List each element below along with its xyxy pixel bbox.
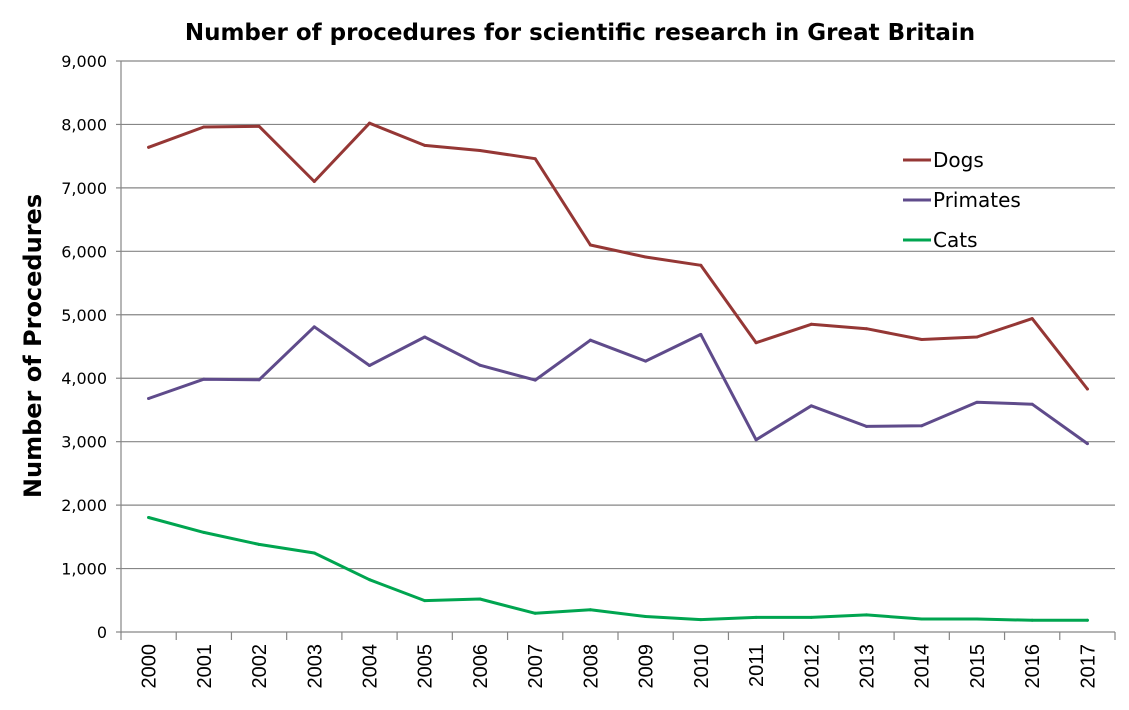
data-point-dogs bbox=[312, 180, 316, 184]
data-point-primates bbox=[478, 363, 482, 367]
data-point-cats bbox=[257, 542, 261, 546]
y-tick-label: 1,000 bbox=[61, 560, 107, 579]
x-tick-label: 2005 bbox=[415, 644, 437, 689]
y-tick-label: 5,000 bbox=[61, 306, 107, 325]
y-tick-label: 4,000 bbox=[61, 369, 107, 388]
series-line-dogs bbox=[147, 121, 1089, 391]
data-point-cats bbox=[478, 597, 482, 601]
legend-label-dogs: Dogs bbox=[933, 148, 984, 172]
data-point-primates bbox=[202, 377, 206, 381]
legend-label-cats: Cats bbox=[933, 228, 977, 252]
legend-item-primates: Primates bbox=[903, 188, 1021, 212]
data-point-primates bbox=[368, 364, 371, 368]
y-tick-label: 6,000 bbox=[61, 242, 107, 261]
data-point-primates bbox=[699, 332, 703, 336]
series-line-primates bbox=[147, 325, 1089, 446]
x-tick-label: 2008 bbox=[580, 644, 602, 689]
data-point-primates bbox=[588, 338, 592, 342]
data-point-dogs bbox=[147, 145, 151, 149]
data-point-cats bbox=[533, 611, 537, 615]
data-point-primates bbox=[644, 359, 648, 363]
data-point-primates bbox=[533, 378, 537, 382]
y-tick-label: 9,000 bbox=[61, 52, 107, 71]
data-point-cats bbox=[202, 530, 206, 534]
data-point-dogs bbox=[368, 121, 371, 125]
y-tick-label: 8,000 bbox=[61, 115, 107, 134]
x-axis-ticks: 2000 2001 2002 2003 2004 2005 2006 2007 2008 2009… bbox=[120, 632, 1116, 689]
data-point-dogs bbox=[754, 341, 758, 345]
x-tick-label: 2016 bbox=[1022, 644, 1044, 689]
data-point-primates bbox=[975, 400, 979, 404]
data-point-dogs bbox=[533, 157, 537, 161]
data-point-primates bbox=[865, 424, 868, 428]
x-tick-label: 2014 bbox=[912, 644, 934, 689]
data-point-primates bbox=[423, 335, 427, 339]
data-point-cats bbox=[147, 515, 151, 519]
x-tick-label: 2002 bbox=[249, 644, 271, 689]
data-point-dogs bbox=[423, 143, 427, 147]
data-point-cats bbox=[644, 614, 648, 618]
data-point-dogs bbox=[865, 327, 868, 331]
data-point-cats bbox=[588, 608, 592, 612]
y-axis-label: Number of Procedures bbox=[19, 194, 47, 498]
data-point-cats bbox=[312, 551, 316, 555]
x-tick-label: 2004 bbox=[360, 644, 382, 689]
data-point-cats bbox=[865, 613, 868, 617]
legend: Dogs Primates Cats bbox=[903, 148, 1021, 252]
x-tick-label: 2015 bbox=[967, 644, 989, 689]
data-point-primates bbox=[809, 404, 813, 408]
x-tick-label: 2007 bbox=[525, 644, 547, 689]
data-point-cats bbox=[754, 615, 758, 619]
x-tick-label: 2003 bbox=[304, 644, 326, 689]
x-tick-label: 2010 bbox=[691, 644, 713, 689]
y-tick-label: 3,000 bbox=[61, 433, 107, 452]
x-tick-label: 2000 bbox=[139, 644, 161, 689]
data-point-dogs bbox=[1085, 387, 1089, 391]
data-point-dogs bbox=[920, 338, 924, 342]
y-tick-label: 2,000 bbox=[61, 496, 107, 515]
data-point-dogs bbox=[478, 148, 482, 152]
legend-label-primates: Primates bbox=[933, 188, 1021, 212]
data-point-primates bbox=[257, 378, 261, 382]
legend-item-dogs: Dogs bbox=[903, 148, 984, 172]
legend-item-cats: Cats bbox=[903, 228, 977, 252]
data-point-primates bbox=[920, 424, 924, 428]
x-tick-label: 2006 bbox=[470, 644, 492, 689]
x-tick-label: 2001 bbox=[194, 644, 216, 689]
data-point-cats bbox=[975, 617, 979, 621]
data-point-primates bbox=[312, 325, 316, 329]
data-point-dogs bbox=[588, 243, 592, 247]
x-tick-label: 2013 bbox=[857, 644, 879, 689]
y-tick-label: 7,000 bbox=[61, 179, 107, 198]
x-tick-label: 2012 bbox=[801, 644, 823, 689]
data-point-cats bbox=[1030, 618, 1034, 622]
y-tick-label: 0 bbox=[97, 623, 107, 642]
series-line-cats bbox=[147, 516, 1089, 622]
data-point-dogs bbox=[975, 335, 979, 339]
x-tick-label: 2011 bbox=[746, 644, 768, 687]
data-point-primates bbox=[754, 438, 758, 442]
data-point-primates bbox=[1030, 402, 1034, 406]
axes bbox=[120, 61, 1115, 633]
data-point-cats bbox=[699, 618, 703, 622]
x-tick-label: 2009 bbox=[636, 644, 658, 689]
data-point-primates bbox=[1085, 442, 1089, 446]
data-point-cats bbox=[1085, 618, 1089, 622]
data-point-dogs bbox=[202, 125, 206, 129]
data-point-dogs bbox=[809, 322, 813, 326]
data-point-primates bbox=[147, 397, 151, 401]
chart-title: Number of procedures for scientific rese… bbox=[185, 20, 975, 46]
data-point-dogs bbox=[699, 263, 703, 267]
data-point-cats bbox=[423, 599, 427, 603]
x-tick-label: 2017 bbox=[1077, 644, 1099, 689]
data-point-dogs bbox=[644, 255, 648, 259]
series-lines bbox=[147, 121, 1089, 622]
data-point-dogs bbox=[257, 124, 261, 128]
y-axis-ticks: 0 1,000 2,000 3,000 4,000 5,000 6,000 7,000 8,00… bbox=[61, 52, 121, 642]
data-point-cats bbox=[920, 617, 924, 621]
data-point-cats bbox=[809, 615, 813, 619]
data-point-cats bbox=[368, 578, 371, 582]
data-point-dogs bbox=[1030, 317, 1034, 321]
